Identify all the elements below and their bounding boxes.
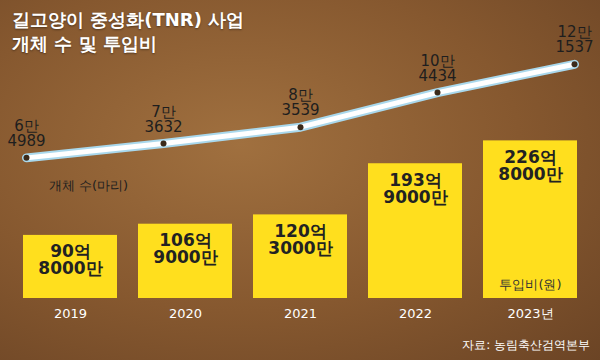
svg-text:7만3632: 7만3632 bbox=[144, 103, 182, 136]
svg-text:226억8000만: 226억8000만 bbox=[498, 147, 562, 184]
html-text:길고양이 중성화(TNR) 사업 개체 수 및 투입비: 길고양이 중성화(TNR) 사업 개체 수 및 투입비 bbox=[12, 9, 245, 55]
svg-text:2021: 2021 bbox=[284, 306, 317, 321]
svg-text:120억3000만: 120억3000만 bbox=[268, 221, 332, 258]
svg-text:6만4989: 6만4989 bbox=[7, 117, 45, 150]
svg-text:2019: 2019 bbox=[54, 306, 87, 321]
svg-text:개체 수(마리): 개체 수(마리) bbox=[49, 178, 128, 193]
svg-text:2022: 2022 bbox=[399, 306, 432, 321]
svg-text:투입비(원): 투입비(원) bbox=[499, 277, 561, 292]
svg-text:106억9000만: 106억9000만 bbox=[153, 230, 217, 267]
svg-text:90억8000만: 90억8000만 bbox=[38, 241, 102, 278]
svg-text:193억9000만: 193억9000만 bbox=[383, 170, 447, 207]
svg-text:2020: 2020 bbox=[169, 306, 202, 321]
svg-text:2023년: 2023년 bbox=[507, 306, 553, 321]
svg-text:10만4434: 10만4434 bbox=[418, 52, 456, 85]
svg-text:12만1537: 12만1537 bbox=[555, 23, 593, 56]
svg-text:8만3539: 8만3539 bbox=[281, 86, 319, 119]
html-text:자료: 농림축산검역본부: 자료: 농림축산검역본부 bbox=[462, 338, 590, 352]
